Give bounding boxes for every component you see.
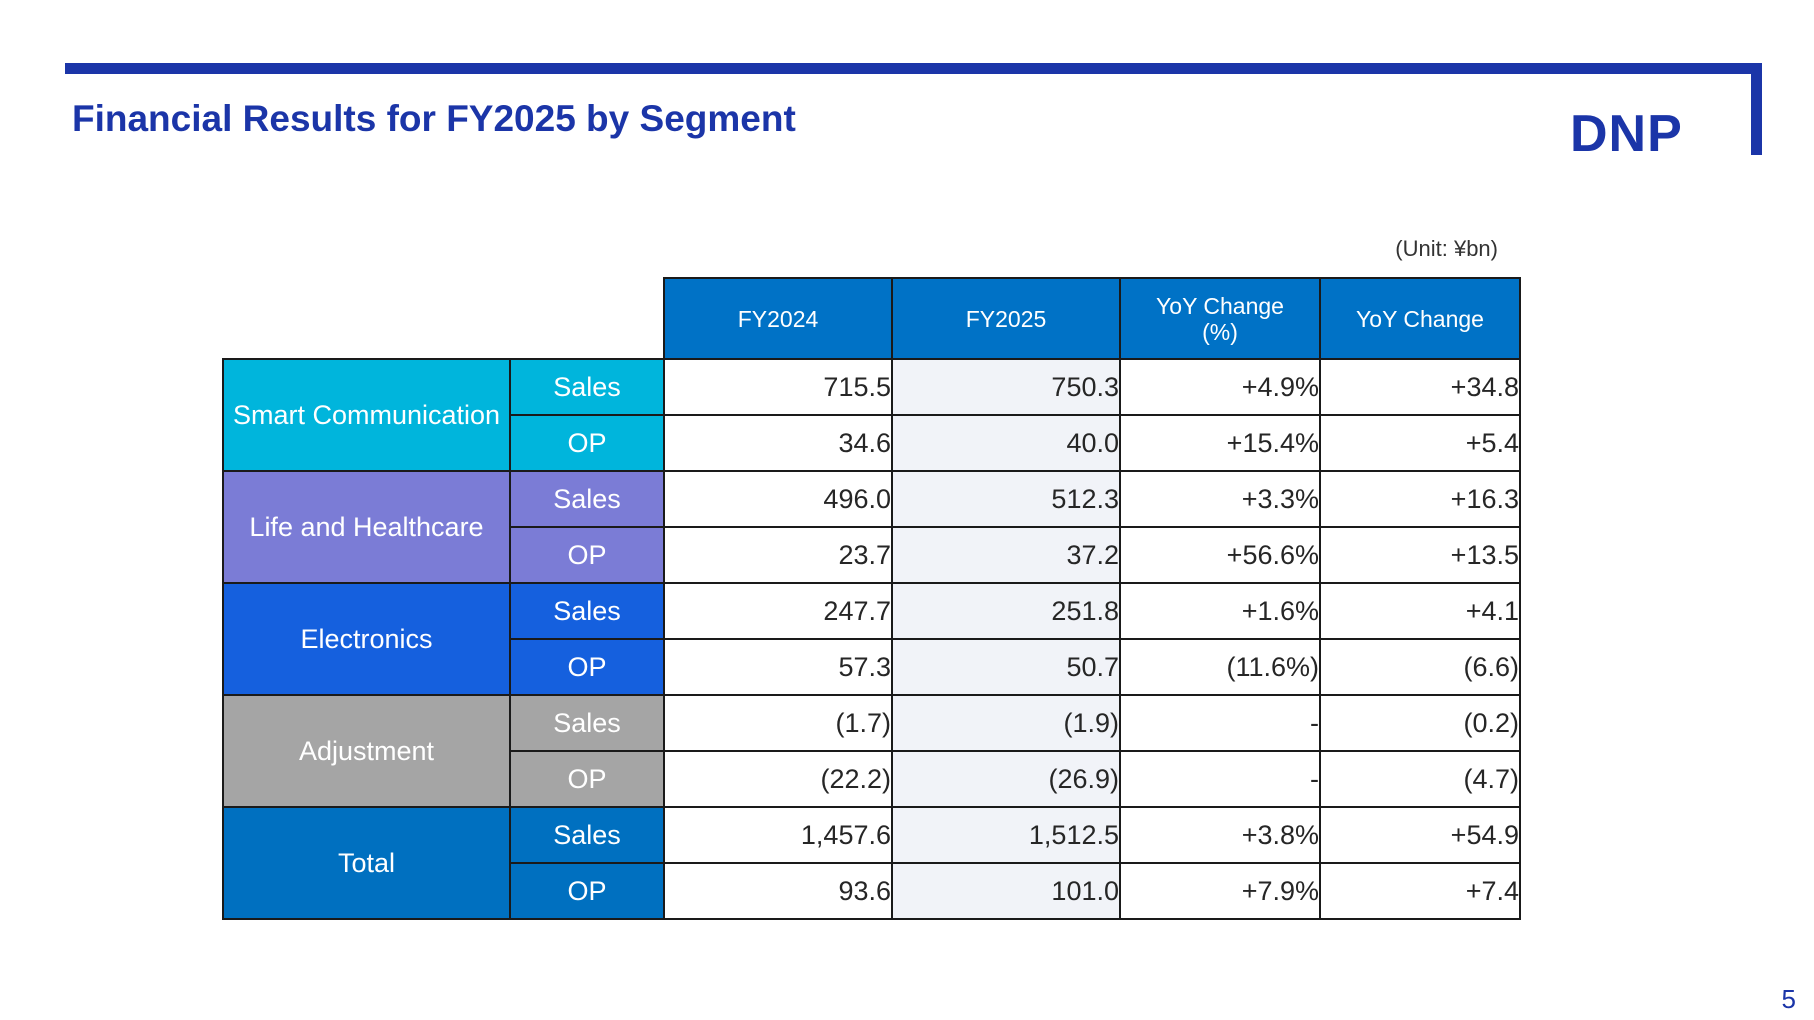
fy2024-value: 496.0 xyxy=(663,470,893,528)
metric-label: OP xyxy=(509,750,665,808)
yoy-value: +7.4 xyxy=(1319,862,1521,920)
fy2024-value: 247.7 xyxy=(663,582,893,640)
yoy-pct-value: - xyxy=(1119,694,1321,752)
yoy-value: +13.5 xyxy=(1319,526,1521,584)
col-header-fy2025: FY2025 xyxy=(891,277,1121,360)
col-header-yoy: YoY Change xyxy=(1319,277,1521,360)
metric-label: OP xyxy=(509,638,665,696)
table-row: Total Sales 1,457.6 1,512.5 +3.8% +54.9 xyxy=(222,806,1521,920)
fy2025-value: 251.8 xyxy=(891,582,1121,640)
table-row: OP 34.6 40.0 +15.4% +5.4 xyxy=(223,414,1521,472)
metric-label: OP xyxy=(509,862,665,920)
page-number: 5 xyxy=(1781,984,1796,1014)
table-row: OP 57.3 50.7 (11.6%) (6.6) xyxy=(223,638,1521,696)
fy2025-value: 512.3 xyxy=(891,470,1121,528)
table-row: OP 93.6 101.0 +7.9% +7.4 xyxy=(223,862,1521,920)
fy2024-value: 715.5 xyxy=(663,358,893,416)
segment-results-table: FY2024 FY2025 YoY Change (%) YoY Change … xyxy=(222,277,1521,920)
segment-label: Total xyxy=(222,806,511,920)
yoy-value: +54.9 xyxy=(1319,806,1521,864)
fy2024-value: 34.6 xyxy=(663,414,893,472)
yoy-value: (4.7) xyxy=(1319,750,1521,808)
table-row: Life and Healthcare Sales 496.0 512.3 +3… xyxy=(222,470,1521,584)
metric-label: Sales xyxy=(509,694,665,752)
fy2025-value: 40.0 xyxy=(891,414,1121,472)
fy2025-value: 37.2 xyxy=(891,526,1121,584)
fy2024-value: (1.7) xyxy=(663,694,893,752)
metric-label: Sales xyxy=(509,470,665,528)
fy2025-value: 101.0 xyxy=(891,862,1121,920)
fy2024-value: 1,457.6 xyxy=(663,806,893,864)
header-rule xyxy=(65,63,1762,74)
header-rule-right xyxy=(1751,63,1762,155)
page-title: Financial Results for FY2025 by Segment xyxy=(72,98,796,139)
fy2024-value: 57.3 xyxy=(663,638,893,696)
table-row: OP 23.7 37.2 +56.6% +13.5 xyxy=(223,526,1521,584)
yoy-value: +5.4 xyxy=(1319,414,1521,472)
table-row: OP (22.2) (26.9) - (4.7) xyxy=(223,750,1521,808)
table-row: Adjustment Sales (1.7) (1.9) - (0.2) xyxy=(222,694,1521,808)
fy2025-value: 750.3 xyxy=(891,358,1121,416)
metric-label: OP xyxy=(509,526,665,584)
yoy-value: +16.3 xyxy=(1319,470,1521,528)
metric-label: Sales xyxy=(509,582,665,640)
col-header-fy2024: FY2024 xyxy=(663,277,893,360)
yoy-pct-value: (11.6%) xyxy=(1119,638,1321,696)
fy2025-value: 50.7 xyxy=(891,638,1121,696)
metric-label: Sales xyxy=(509,358,665,416)
yoy-value: (0.2) xyxy=(1319,694,1521,752)
fy2024-value: (22.2) xyxy=(663,750,893,808)
metric-label: Sales xyxy=(509,806,665,864)
yoy-pct-value: +7.9% xyxy=(1119,862,1321,920)
yoy-pct-value: - xyxy=(1119,750,1321,808)
fy2024-value: 93.6 xyxy=(663,862,893,920)
fy2024-value: 23.7 xyxy=(663,526,893,584)
table-row: Smart Communication Sales 715.5 750.3 +4… xyxy=(222,358,1521,472)
unit-note: (Unit: ¥bn) xyxy=(1395,236,1498,261)
yoy-pct-value: +56.6% xyxy=(1119,526,1321,584)
header-row: FY2024 FY2025 YoY Change (%) YoY Change xyxy=(223,277,1521,360)
fy2025-value: (1.9) xyxy=(891,694,1121,752)
yoy-value: +34.8 xyxy=(1319,358,1521,416)
segment-label: Electronics xyxy=(222,582,511,696)
fy2025-value: (26.9) xyxy=(891,750,1121,808)
yoy-pct-value: +4.9% xyxy=(1119,358,1321,416)
metric-label: OP xyxy=(509,414,665,472)
yoy-pct-value: +1.6% xyxy=(1119,582,1321,640)
yoy-value: (6.6) xyxy=(1319,638,1521,696)
table-row: Electronics Sales 247.7 251.8 +1.6% +4.1 xyxy=(222,582,1521,696)
segment-label: Adjustment xyxy=(222,694,511,808)
segment-label: Smart Communication xyxy=(222,358,511,472)
col-header-yoy-pct: YoY Change (%) xyxy=(1119,277,1321,360)
yoy-pct-value: +3.8% xyxy=(1119,806,1321,864)
dnp-logo: DNP xyxy=(1570,105,1683,163)
yoy-pct-value: +15.4% xyxy=(1119,414,1321,472)
yoy-value: +4.1 xyxy=(1319,582,1521,640)
segment-label: Life and Healthcare xyxy=(222,470,511,584)
fy2025-value: 1,512.5 xyxy=(891,806,1121,864)
yoy-pct-value: +3.3% xyxy=(1119,470,1321,528)
